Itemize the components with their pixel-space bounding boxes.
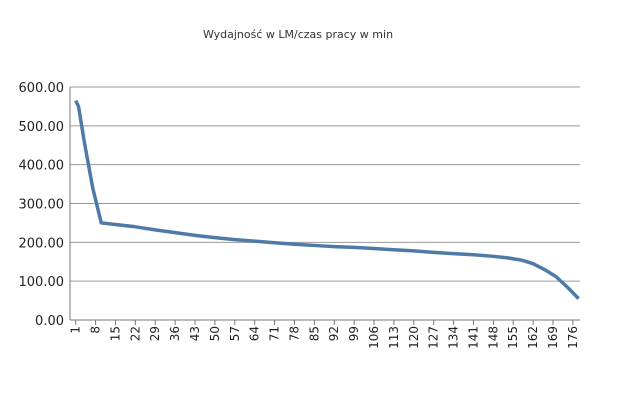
x-tick-label: 127 [427,326,441,349]
x-tick-label: 36 [168,326,182,341]
y-tick-label: 200.00 [19,236,65,251]
x-tick-label: 162 [526,326,540,349]
chart-title: Wydajność w LM/czas pracy w min [203,28,393,41]
x-tick-label: 148 [486,326,500,349]
x-tick-label: 1 [69,326,83,334]
x-tick-label: 106 [367,326,381,349]
x-tick-label: 43 [188,326,202,341]
y-tick-label: 500.00 [19,120,65,135]
x-tick-label: 78 [287,326,301,341]
x-tick-label: 92 [327,326,341,341]
x-tick-label: 155 [506,326,520,349]
x-tick-label: 176 [566,326,580,349]
x-tick-label: 169 [546,326,560,349]
x-tick-label: 64 [248,326,262,341]
x-tick-label: 29 [148,326,162,341]
x-tick-label: 50 [208,326,222,341]
y-tick-label: 600.00 [19,81,65,96]
x-tick-label: 134 [447,326,461,349]
x-tick-label: 99 [347,326,361,341]
y-tick-label: 400.00 [19,159,65,174]
x-tick-label: 85 [307,326,321,341]
line [74,99,580,300]
x-tick-label: 71 [268,326,282,341]
x-tick-label: 57 [228,326,242,341]
x-tick-label: 141 [466,326,480,349]
y-tick-label: 100.00 [19,275,65,290]
y-tick-label: 0.00 [35,314,64,329]
x-tick-label: 8 [89,326,103,334]
x-tick-label: 113 [387,326,401,349]
y-tick-label: 300.00 [19,198,65,213]
x-tick-label: 120 [407,326,421,349]
x-tick-label: 15 [108,326,122,341]
x-tick-label: 22 [128,326,142,341]
